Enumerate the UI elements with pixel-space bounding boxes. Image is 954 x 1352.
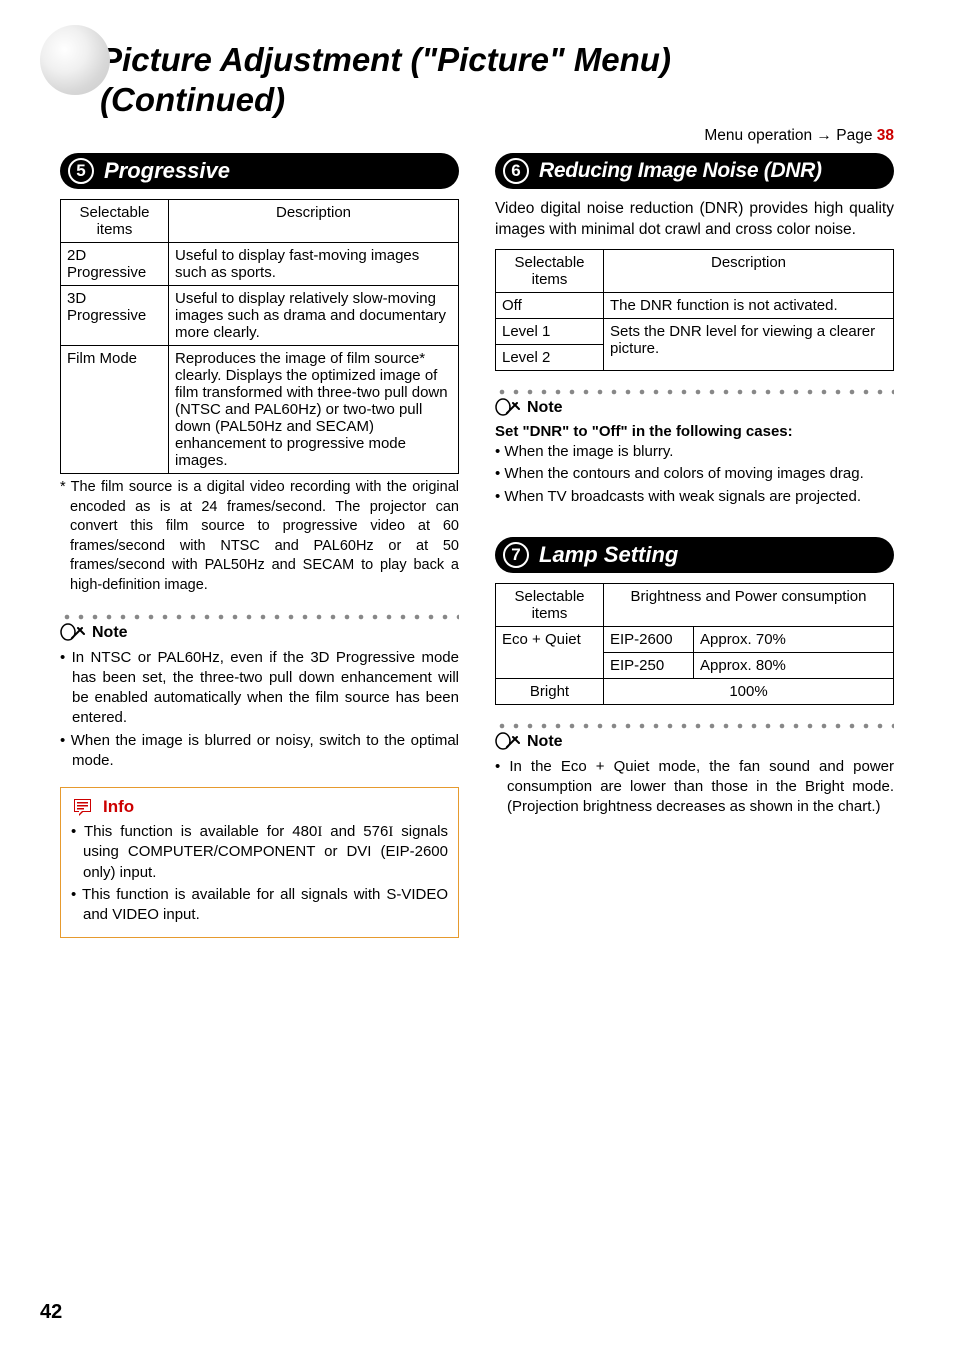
list-item: When the contours and colors of moving i… <box>495 464 894 484</box>
info-box: Info This function is available for 480I… <box>60 787 459 938</box>
page-title: Picture Adjustment ("Picture" Menu) (Con… <box>100 40 894 119</box>
section-title: Reducing Image Noise (DNR) <box>539 159 822 183</box>
col-header-desc: Brightness and Power consumption <box>604 583 894 626</box>
table-row: Bright 100% <box>496 678 894 704</box>
menu-operation-ref: Menu operation → Page 38 <box>60 127 894 145</box>
list-item: In the Eco + Quiet mode, the fan sound a… <box>495 757 894 818</box>
dnr-table: Selectable items Description Off The DNR… <box>495 249 894 371</box>
dotted-rule <box>495 389 894 395</box>
cell-desc: Useful to display fast-moving images suc… <box>169 243 459 286</box>
note-heading: Note <box>60 622 459 644</box>
info-text-part: and 576 <box>322 823 388 840</box>
note-icon <box>495 397 521 419</box>
table-row: Level 1 Sets the DNR level for viewing a… <box>496 319 894 345</box>
section-number-icon: 6 <box>503 158 529 184</box>
cell-item: Eco + Quiet <box>496 626 604 678</box>
menu-op-page-num: 38 <box>877 127 894 144</box>
col-header-items: Selectable items <box>496 250 604 293</box>
list-item: In NTSC or PAL60Hz, even if the 3D Progr… <box>60 648 459 729</box>
note-label: Note <box>92 624 128 642</box>
page-title-line2: (Continued) <box>100 81 285 118</box>
section-number-icon: 5 <box>68 158 94 184</box>
note-icon <box>60 622 86 644</box>
list-item: When the image is blurred or noisy, swit… <box>60 731 459 772</box>
cell-desc: Sets the DNR level for viewing a clearer… <box>604 319 894 371</box>
progressive-table: Selectable items Description 2D Progress… <box>60 199 459 474</box>
cell-item: Level 2 <box>496 345 604 371</box>
menu-op-page-word: Page <box>836 127 877 144</box>
cell-item: 2D Progressive <box>61 243 169 286</box>
cell-desc: Reproduces the image of film source* cle… <box>169 346 459 474</box>
section-header-progressive: 5 Progressive <box>60 153 459 189</box>
cell-model: EIP-250 <box>604 652 694 678</box>
list-item: This function is available for all signa… <box>71 885 448 926</box>
dnr-note-subhead: Set "DNR" to "Off" in the following case… <box>495 423 894 440</box>
cell-model: EIP-2600 <box>604 626 694 652</box>
note-icon <box>495 731 521 753</box>
cell-item: 3D Progressive <box>61 286 169 346</box>
dotted-rule <box>495 723 894 729</box>
lamp-table: Selectable items Brightness and Power co… <box>495 583 894 705</box>
cell-desc: Useful to display relatively slow-moving… <box>169 286 459 346</box>
dnr-note-list: When the image is blurry. When the conto… <box>495 442 894 507</box>
info-heading: Info <box>71 796 448 818</box>
page-title-line1: Picture Adjustment ("Picture" Menu) <box>100 41 671 78</box>
cell-value: Approx. 80% <box>694 652 894 678</box>
info-label: Info <box>103 797 134 817</box>
list-item: This function is available for 480I and … <box>71 822 448 883</box>
note-heading: Note <box>495 397 894 419</box>
cell-value: 100% <box>604 678 894 704</box>
page-corner-ornament <box>40 25 110 95</box>
col-header-items: Selectable items <box>61 200 169 243</box>
progressive-footnote: * The film source is a digital video rec… <box>60 478 459 595</box>
note-label: Note <box>527 399 563 417</box>
page-number: 42 <box>40 1301 62 1324</box>
arrow-right-icon: → <box>816 127 832 144</box>
table-row: 2D Progressive Useful to display fast-mo… <box>61 243 459 286</box>
table-row: Off The DNR function is not activated. <box>496 293 894 319</box>
cell-desc: The DNR function is not activated. <box>604 293 894 319</box>
dnr-intro: Video digital noise reduction (DNR) prov… <box>495 199 894 241</box>
info-list: This function is available for 480I and … <box>71 822 448 925</box>
dotted-rule <box>60 614 459 620</box>
col-header-desc: Description <box>604 250 894 293</box>
section-title: Progressive <box>104 158 230 184</box>
table-header-row: Selectable items Brightness and Power co… <box>496 583 894 626</box>
info-icon <box>71 796 97 818</box>
table-row: Eco + Quiet EIP-2600 Approx. 70% <box>496 626 894 652</box>
menu-op-prefix: Menu operation <box>704 127 816 144</box>
lamp-note-list: In the Eco + Quiet mode, the fan sound a… <box>495 757 894 818</box>
table-row: Film Mode Reproduces the image of film s… <box>61 346 459 474</box>
section-header-dnr: 6 Reducing Image Noise (DNR) <box>495 153 894 189</box>
cell-item: Film Mode <box>61 346 169 474</box>
cell-item: Off <box>496 293 604 319</box>
section-title: Lamp Setting <box>539 542 678 568</box>
cell-item: Level 1 <box>496 319 604 345</box>
list-item: When the image is blurry. <box>495 442 894 462</box>
col-header-items: Selectable items <box>496 583 604 626</box>
table-header-row: Selectable items Description <box>61 200 459 243</box>
table-header-row: Selectable items Description <box>496 250 894 293</box>
progressive-note-list: In NTSC or PAL60Hz, even if the 3D Progr… <box>60 648 459 772</box>
list-item: When TV broadcasts with weak signals are… <box>495 487 894 507</box>
note-label: Note <box>527 733 563 751</box>
info-text-part: This function is available for 480 <box>84 823 317 840</box>
note-heading: Note <box>495 731 894 753</box>
col-header-desc: Description <box>169 200 459 243</box>
section-header-lamp: 7 Lamp Setting <box>495 537 894 573</box>
cell-value: Approx. 70% <box>694 626 894 652</box>
left-column: 5 Progressive Selectable items Descripti… <box>60 153 459 938</box>
table-row: 3D Progressive Useful to display relativ… <box>61 286 459 346</box>
section-number-icon: 7 <box>503 542 529 568</box>
cell-item: Bright <box>496 678 604 704</box>
right-column: 6 Reducing Image Noise (DNR) Video digit… <box>495 153 894 938</box>
